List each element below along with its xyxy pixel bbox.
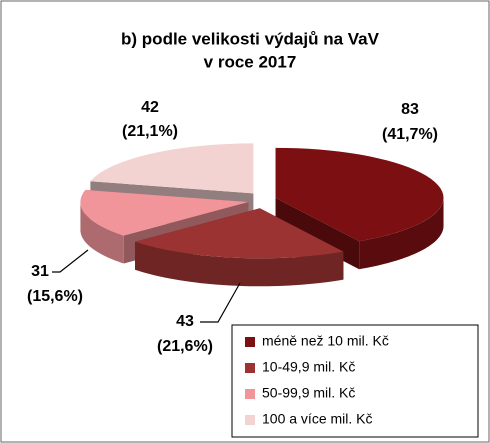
legend-swatch xyxy=(245,415,255,425)
data-label: 83 xyxy=(401,101,419,118)
data-label: 31 xyxy=(31,263,49,280)
leader-line xyxy=(200,282,241,323)
slice xyxy=(275,147,444,242)
chart-title: b) podle velikosti výdajů na VaV xyxy=(121,29,380,48)
legend-label: 10-49,9 mil. Kč xyxy=(262,359,355,375)
slice-side xyxy=(135,241,344,287)
slice-side xyxy=(359,197,444,270)
data-label: 42 xyxy=(141,99,159,116)
chart-title: v roce 2017 xyxy=(204,52,297,71)
legend-swatch xyxy=(245,363,255,373)
data-label: (41,7%) xyxy=(382,126,438,143)
legend-label: méně než 10 mil. Kč xyxy=(262,333,389,349)
slice xyxy=(80,189,249,236)
data-label: (21,6%) xyxy=(157,338,213,355)
legend-label: 50-99,9 mil. Kč xyxy=(262,385,355,401)
slice-side xyxy=(80,202,124,264)
slice xyxy=(90,143,254,194)
data-label: 43 xyxy=(176,313,194,330)
data-label: (15,6%) xyxy=(27,288,83,305)
legend-box xyxy=(231,324,479,438)
data-label: (21,1%) xyxy=(122,123,178,140)
leader-line xyxy=(52,249,89,273)
slice xyxy=(135,208,344,259)
legend-swatch xyxy=(245,389,255,399)
legend-label: 100 a více mil. Kč xyxy=(262,411,373,427)
legend-swatch xyxy=(245,337,255,347)
